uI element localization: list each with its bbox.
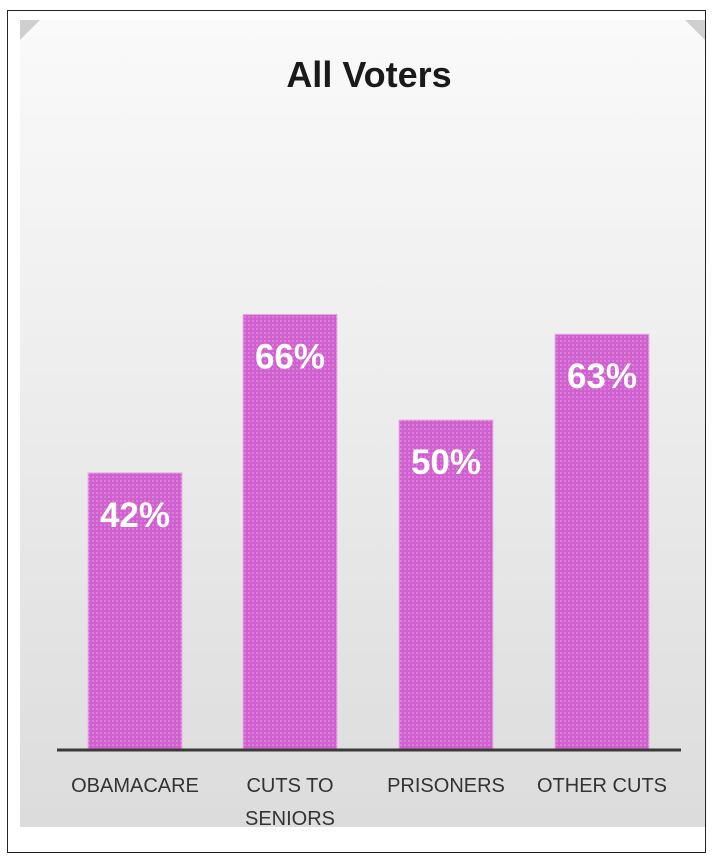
corner-fold-right — [685, 20, 705, 40]
x-tick-label: SENIORS — [245, 808, 335, 830]
data-label: 50% — [411, 443, 481, 482]
chart-title: All Voters — [286, 54, 451, 95]
x-tick-label: OBAMACARE — [71, 775, 199, 797]
x-tick-labels: OBAMACARE CUTS TO SENIORS PRISONERS OTHER CU… — [71, 775, 667, 830]
data-label: 63% — [567, 357, 637, 396]
bar-obamacare — [87, 472, 183, 751]
x-tick-label: OTHER CUTS — [537, 775, 667, 797]
bar-cuts-to-seniors — [242, 313, 338, 751]
data-label: 42% — [100, 496, 170, 535]
data-label: 66% — [255, 337, 325, 376]
x-tick-label: PRISONERS — [387, 775, 505, 797]
bar-other-cuts — [554, 333, 650, 751]
bar-prisoners — [398, 419, 494, 751]
x-tick-label: CUTS TO — [246, 775, 333, 797]
bars: 42% 66% 50% 63% — [87, 313, 650, 751]
corner-fold-left — [20, 20, 40, 40]
